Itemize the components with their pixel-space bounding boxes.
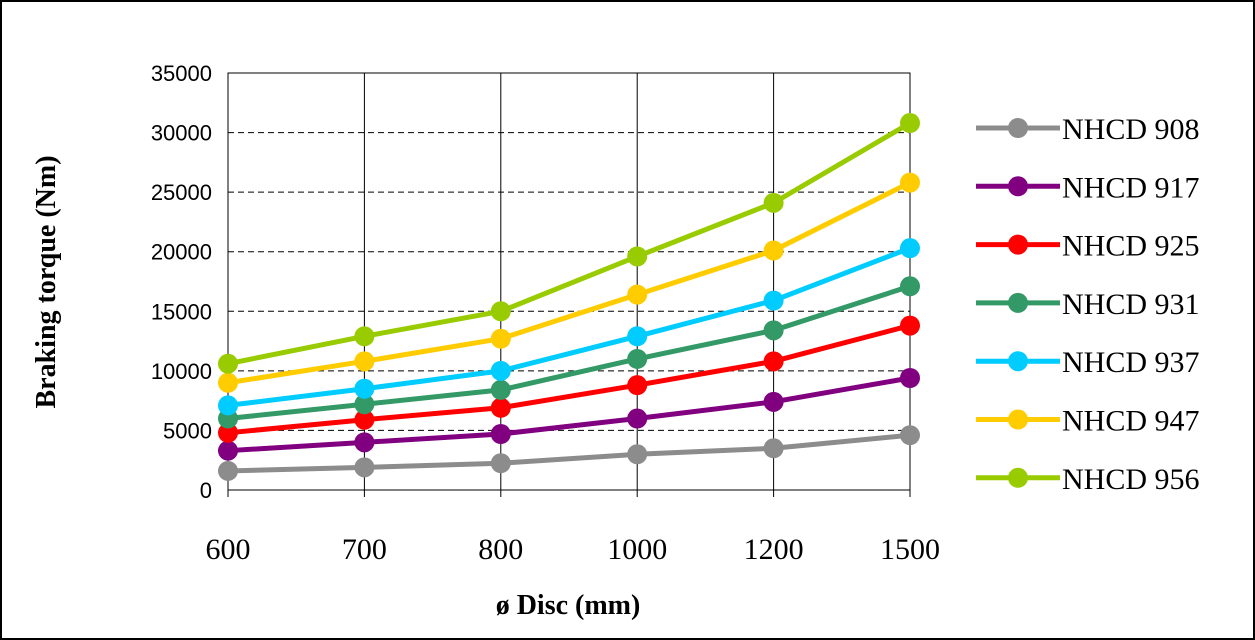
data-point xyxy=(627,326,648,347)
series-line xyxy=(227,120,912,367)
series-line xyxy=(227,283,911,422)
legend-item: NHCD 947 xyxy=(976,405,1200,438)
data-point xyxy=(763,391,784,412)
legend-label: NHCD 917 xyxy=(1062,171,1200,204)
x-tick-label: 800 xyxy=(478,533,523,566)
x-tick-label: 1200 xyxy=(744,533,804,566)
data-point xyxy=(218,372,238,393)
legend-swatch-marker xyxy=(1008,176,1028,197)
series-line xyxy=(227,375,911,454)
data-point xyxy=(627,444,648,465)
data-point xyxy=(763,240,784,261)
data-point xyxy=(490,301,511,322)
series-line xyxy=(227,432,911,474)
x-tick-label: 600 xyxy=(206,533,251,566)
data-point xyxy=(354,326,375,347)
data-point xyxy=(900,172,920,193)
legend-item: NHCD 908 xyxy=(976,113,1200,146)
legend-swatch-marker xyxy=(1008,467,1028,488)
data-point xyxy=(490,379,511,400)
legend-swatch-marker xyxy=(1008,118,1028,138)
series xyxy=(218,425,920,481)
data-point xyxy=(490,397,511,418)
x-tick-label: 1500 xyxy=(880,533,940,566)
data-point xyxy=(490,360,511,381)
data-point xyxy=(627,375,648,396)
legend-swatch-marker xyxy=(1008,292,1028,313)
x-axis-title: ø Disc (mm) xyxy=(496,590,641,621)
y-tick-label: 35000 xyxy=(151,61,212,86)
legend-swatch-marker xyxy=(1008,234,1028,255)
legend-swatch-marker xyxy=(1008,351,1028,372)
data-point xyxy=(354,432,375,453)
data-point xyxy=(218,395,238,416)
legend-label: NHCD 947 xyxy=(1062,405,1200,438)
series xyxy=(218,238,920,416)
data-point xyxy=(218,353,238,374)
data-point xyxy=(900,368,920,389)
legend-label: NHCD 908 xyxy=(1062,113,1200,146)
data-point xyxy=(354,378,375,399)
data-point xyxy=(627,348,648,369)
data-point xyxy=(763,320,784,341)
data-point xyxy=(354,394,375,415)
legend-label: NHCD 937 xyxy=(1062,346,1200,379)
data-point xyxy=(900,425,920,446)
legend-label: NHCD 925 xyxy=(1062,230,1200,263)
y-tick-label: 10000 xyxy=(151,359,212,384)
data-point xyxy=(627,246,648,267)
data-point xyxy=(354,457,375,478)
data-point xyxy=(218,422,238,443)
data-point xyxy=(627,408,648,429)
series xyxy=(218,113,920,374)
data-point xyxy=(218,440,238,461)
legend-label: NHCD 956 xyxy=(1062,463,1200,496)
y-tick-label: 25000 xyxy=(151,180,212,205)
data-point xyxy=(763,351,784,372)
legend-swatch-marker xyxy=(1008,409,1028,430)
data-point xyxy=(900,276,920,297)
series xyxy=(218,368,920,461)
series-line xyxy=(227,323,911,436)
y-tick-label: 0 xyxy=(200,478,212,503)
y-tick-label: 5000 xyxy=(163,418,212,443)
data-point xyxy=(218,460,238,481)
data-point xyxy=(490,328,511,349)
legend-item: NHCD 937 xyxy=(976,346,1200,379)
series xyxy=(218,172,920,393)
data-point xyxy=(763,290,784,311)
y-axis-title: Braking torque (Nm) xyxy=(31,155,62,408)
series-line xyxy=(227,180,912,386)
y-tick-label: 30000 xyxy=(151,121,212,146)
legend-item: NHCD 925 xyxy=(976,230,1200,263)
series-line xyxy=(227,245,911,408)
data-point xyxy=(354,351,375,372)
legend-item: NHCD 956 xyxy=(976,463,1200,496)
data-point xyxy=(900,315,920,336)
x-tick-label: 1000 xyxy=(607,533,667,566)
y-tick-label: 20000 xyxy=(151,240,212,265)
data-point xyxy=(763,192,784,213)
data-point xyxy=(900,238,920,259)
data-point xyxy=(354,409,375,430)
series xyxy=(218,315,920,443)
data-point xyxy=(627,284,648,305)
y-tick-label: 15000 xyxy=(151,299,212,324)
data-point xyxy=(490,424,511,445)
legend-item: NHCD 917 xyxy=(976,171,1200,204)
legend: NHCD 908 NHCD 917 NHCD 925 NHCD 931 NHCD 937… xyxy=(976,113,1200,496)
data-point xyxy=(763,438,784,459)
data-point xyxy=(490,453,511,474)
legend-item: NHCD 931 xyxy=(976,288,1200,321)
plot-area: 0 5000 10000 15000 20000 25000 30000 35000 600 70… xyxy=(151,61,940,566)
data-point xyxy=(900,113,920,134)
legend-label: NHCD 931 xyxy=(1062,288,1200,321)
x-tick-label: 700 xyxy=(342,533,387,566)
